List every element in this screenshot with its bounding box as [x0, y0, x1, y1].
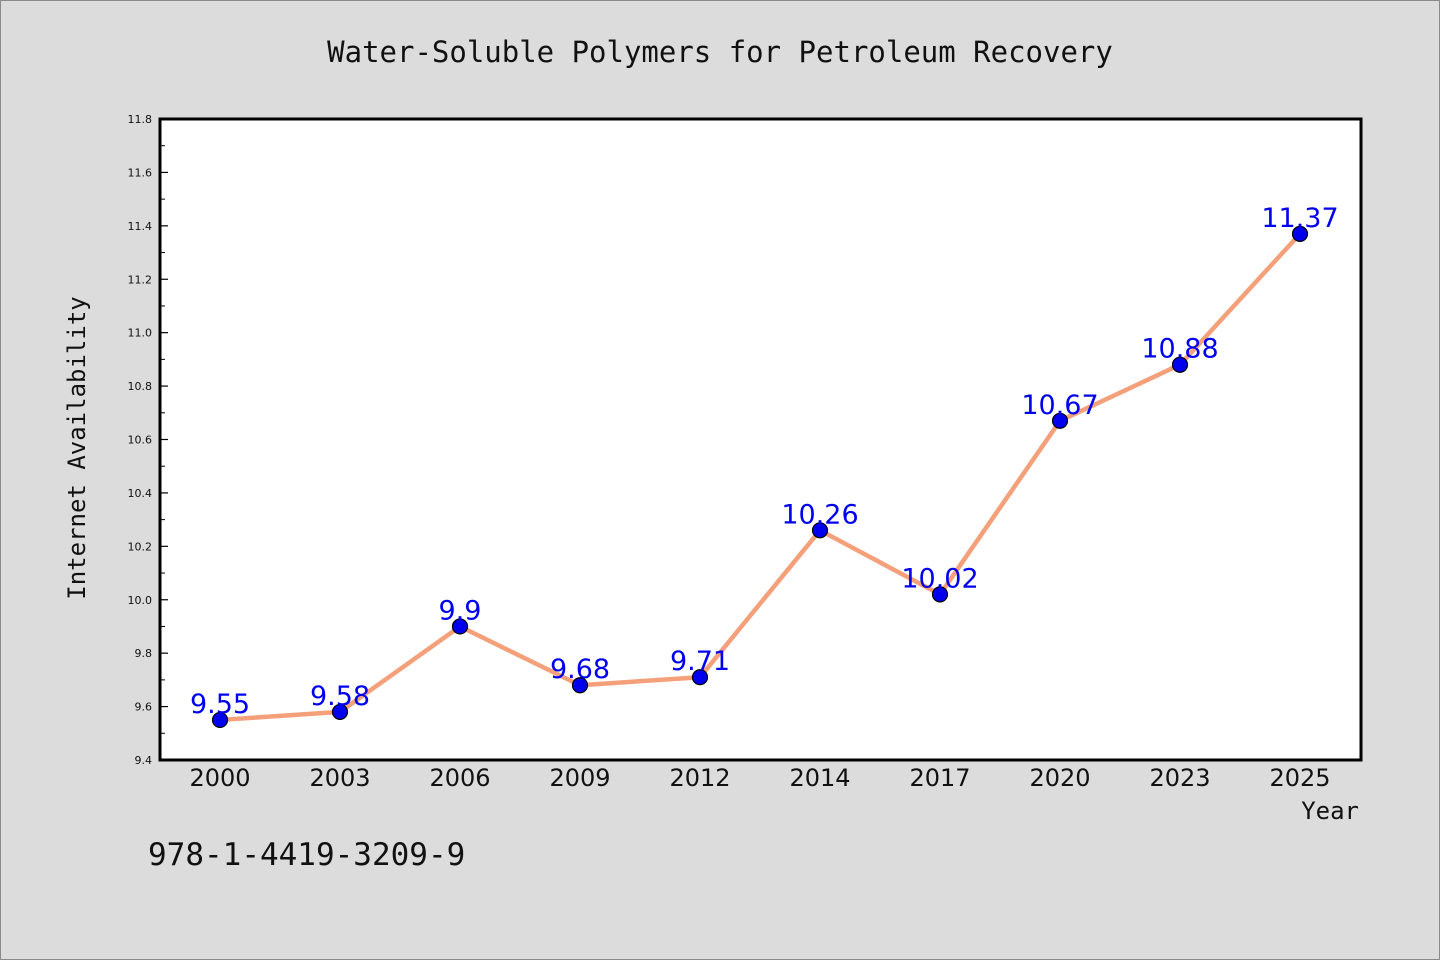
- x-tick-label: 2025: [1269, 764, 1330, 792]
- chart-title: Water-Soluble Polymers for Petroleum Rec…: [327, 35, 1113, 69]
- data-label: 10.88: [1141, 334, 1218, 365]
- data-point: [1171, 356, 1189, 373]
- y-tick-label: 9.8: [135, 647, 153, 660]
- y-tick-label: 10.4: [128, 487, 153, 500]
- data-point: [811, 522, 829, 539]
- data-label: 9.68: [550, 654, 610, 685]
- data-point: [331, 703, 349, 721]
- series-line-group: [217, 231, 1303, 723]
- x-tick-label: 2014: [789, 764, 850, 792]
- y-tick-label: 11.8: [128, 113, 153, 126]
- x-tick-label: 2006: [429, 764, 490, 792]
- x-tick-label: 2017: [909, 764, 970, 792]
- x-tick-label: 2009: [549, 764, 610, 792]
- series-line: [217, 231, 1303, 723]
- data-label: 9.9: [439, 595, 482, 626]
- y-tick-label: 11.2: [128, 273, 153, 286]
- data-label: 10.02: [901, 563, 978, 594]
- y-tick-label: 10.2: [128, 540, 153, 553]
- data-label-group: 9.55 9.58 9.9 9.68 9.71 10.26 10.02 10.67 10.88 1…: [190, 203, 1339, 720]
- data-label: 9.58: [310, 681, 370, 712]
- data-label: 9.55: [190, 689, 250, 720]
- x-tick-label: 2020: [1029, 764, 1090, 792]
- x-tick-label: 2000: [189, 764, 250, 792]
- y-axis: 9.4 9.6 9.8 10.0 10.2 10.4 10.6 10.8 11.0 11.2 11.…: [128, 113, 168, 767]
- data-point: [451, 618, 469, 635]
- y-tick-label: 10.0: [128, 594, 153, 607]
- y-tick-label: 9.4: [135, 754, 153, 767]
- data-point: [1051, 412, 1069, 429]
- y-tick-label: 11.6: [128, 166, 153, 179]
- data-point: [571, 677, 589, 694]
- plot-area: [158, 117, 1363, 762]
- data-label: 10.26: [781, 499, 858, 530]
- data-label: 9.71: [670, 646, 730, 677]
- isbn-annotation: 978-1-4419-3209-9: [148, 837, 465, 873]
- y-tick-label: 11.0: [128, 327, 153, 340]
- x-tick-label: 2003: [309, 764, 370, 792]
- x-axis-label: Year: [1301, 797, 1359, 825]
- x-axis: 2000 2003 2006 2009 2012 2014 2017 2020 2023 2025: [189, 764, 1330, 792]
- x-tick-label: 2023: [1149, 764, 1210, 792]
- marker-group: [211, 225, 1309, 729]
- data-point: [211, 711, 229, 729]
- data-label: 11.37: [1261, 203, 1338, 234]
- y-tick-label: 10.6: [128, 434, 153, 447]
- y-tick-label: 11.4: [128, 220, 153, 233]
- y-axis-label: Internet Availability: [63, 296, 91, 599]
- data-point: [691, 669, 709, 686]
- data-label: 10.67: [1021, 390, 1098, 421]
- x-tick-label: 2012: [669, 764, 730, 792]
- y-tick-label: 9.6: [135, 701, 153, 714]
- data-point: [1291, 225, 1309, 242]
- y-tick-label: 10.8: [128, 380, 153, 393]
- data-point: [931, 586, 949, 603]
